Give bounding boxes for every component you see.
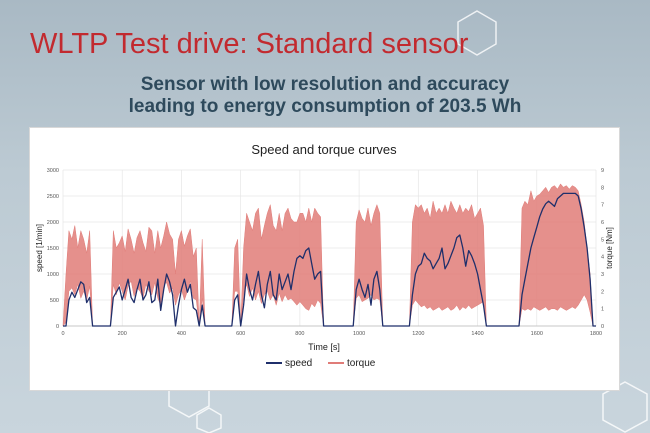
chart-title: Speed and torque curves	[251, 142, 397, 157]
y-axis-label: speed [1/min]	[35, 224, 44, 272]
x-tick-label: 400	[177, 331, 186, 337]
slide-title: WLTP Test drive: Standard sensor	[30, 28, 469, 60]
y2-axis-label: torque [Nm]	[605, 227, 614, 269]
x-tick-label: 200	[118, 331, 127, 337]
hexagon-decoration-top-right	[457, 10, 497, 56]
y-tick-label: 2500	[47, 194, 59, 200]
y2-tick-label: 8	[601, 185, 604, 191]
y2-tick-label: 9	[601, 168, 604, 174]
x-tick-label: 1000	[353, 331, 365, 337]
legend-torque-label: torque	[347, 358, 376, 369]
x-tick-label: 1600	[531, 331, 543, 337]
y2-tick-label: 3	[601, 272, 604, 278]
x-tick-label: 1800	[590, 331, 602, 337]
y-tick-label: 0	[56, 324, 59, 330]
chart-panel: Speed and torque curves 0 500 1000 1500 2000 2…	[29, 127, 620, 391]
speed-series-line	[63, 192, 596, 327]
y2-tick-label: 5	[601, 237, 604, 243]
y2-tick-label: 6	[601, 220, 604, 226]
y-tick-label: 1500	[47, 246, 59, 252]
speed-torque-chart: Speed and torque curves05001000150020002…	[35, 142, 614, 369]
x-axis-label: Time [s]	[308, 342, 340, 352]
y2-tick-label: 2	[601, 289, 604, 295]
y2-tick-label: 0	[601, 324, 604, 330]
subtitle-line-1: Sensor with low resolution and accuracy	[140, 74, 510, 95]
y-tick-label: 2000	[47, 220, 59, 226]
y2-tick-label: 7	[601, 203, 604, 209]
y2-tick-label: 1	[601, 307, 604, 313]
y-tick-label: 3000	[47, 168, 59, 174]
y-tick-label: 1000	[47, 272, 59, 278]
x-tick-label: 1400	[471, 331, 483, 337]
torque-series-band	[62, 183, 596, 327]
x-tick-label: 0	[61, 331, 64, 337]
x-tick-label: 600	[236, 331, 245, 337]
y2-tick-label: 4	[601, 255, 604, 261]
legend-speed-label: speed	[285, 358, 312, 369]
y-tick-label: 500	[50, 298, 59, 304]
hexagon-decoration-bottom-right	[602, 381, 648, 433]
x-tick-label: 1200	[412, 331, 424, 337]
x-tick-label: 800	[295, 331, 304, 337]
subtitle-line-2: leading to energy consumption of 203.5 W…	[128, 96, 522, 117]
